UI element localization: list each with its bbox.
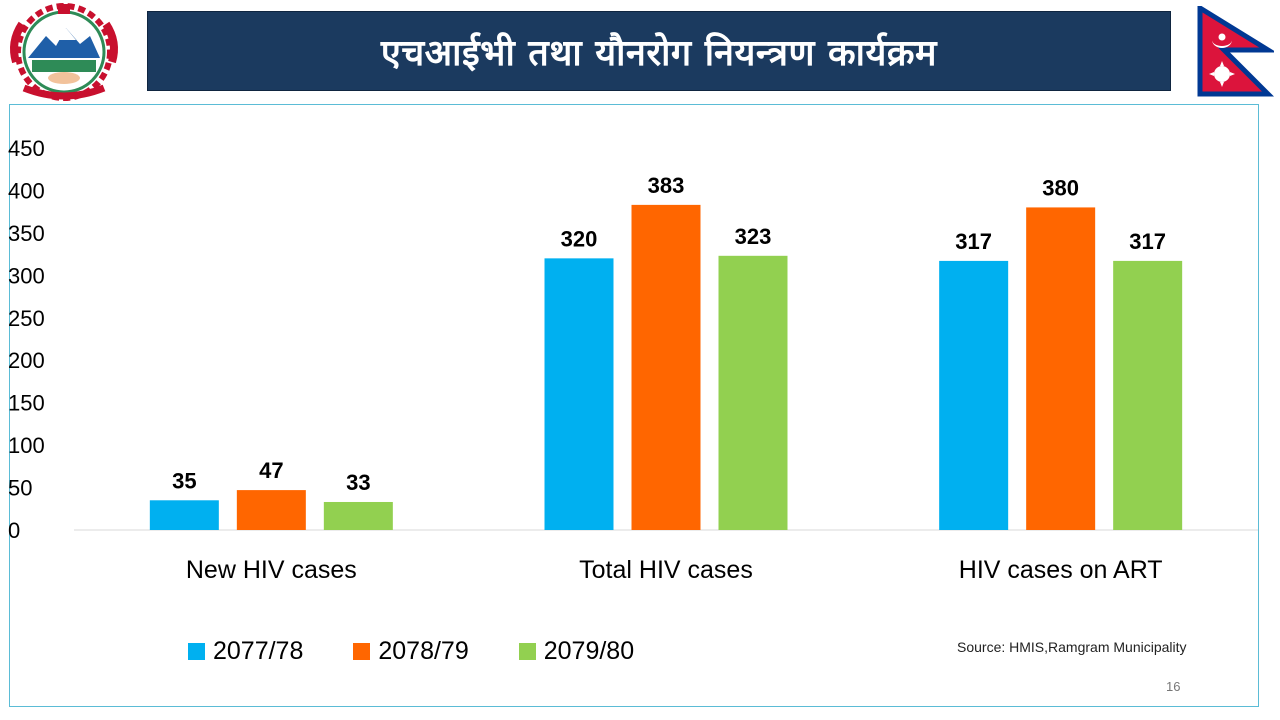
legend-item: 2079/80 (518, 636, 635, 666)
legend-label: 2077/78 (213, 636, 304, 665)
bar (718, 255, 788, 530)
bar-data-label: 380 (1042, 175, 1079, 200)
legend-item: 2078/79 (353, 636, 469, 666)
bar-data-label: 320 (561, 226, 598, 251)
bar (1113, 260, 1183, 530)
bar (323, 501, 393, 530)
bar-data-label: 383 (648, 173, 685, 198)
bar-data-label: 323 (735, 224, 772, 249)
y-tick-label: 150 (8, 391, 45, 416)
category-label: HIV cases on ART (959, 556, 1163, 584)
legend-label: 2079/80 (543, 636, 635, 665)
y-tick-label: 0 (8, 518, 20, 543)
bar-data-label: 47 (259, 458, 283, 483)
y-tick-label: 250 (8, 306, 45, 331)
bar (939, 260, 1009, 530)
category-label: New HIV cases (186, 556, 357, 584)
bar-data-label: 317 (1129, 229, 1166, 254)
y-tick-label: 100 (8, 433, 45, 458)
bar (149, 500, 219, 530)
category-label: Total HIV cases (579, 556, 753, 584)
page-title: एचआईभी तथा यौनरोग नियन्त्रण कार्यक्रम (380, 32, 938, 74)
bar-data-labels: 35 47 33 320 383 323 317 380 317 (172, 173, 1166, 495)
source-note: Source: HMIS,Ramgram Municipality (957, 639, 1187, 655)
nepal-government-emblem-icon (10, 3, 118, 101)
legend: 2077/78 2078/79 2079/80 (188, 636, 684, 666)
page-number: 16 (1166, 679, 1181, 694)
legend-item: 2077/78 (188, 637, 303, 666)
y-tick-label: 300 (8, 263, 45, 288)
bar-data-label: 33 (346, 470, 370, 495)
bar (631, 204, 701, 530)
y-tick-label: 50 (8, 476, 32, 501)
y-tick-label: 400 (8, 178, 45, 203)
category-labels: New HIV cases Total HIV cases HIV cases on… (186, 556, 1163, 584)
nepal-flag-icon (1197, 6, 1274, 97)
bar (544, 258, 614, 530)
legend-swatch (188, 642, 205, 660)
y-tick-label: 350 (8, 221, 45, 246)
bar (1026, 207, 1096, 530)
title-banner: एचआईभी तथा यौनरोग नियन्त्रण कार्यक्रम (147, 11, 1171, 91)
y-tick-label: 200 (8, 348, 45, 373)
bar (236, 490, 306, 530)
y-tick-label: 450 (8, 136, 45, 161)
legend-swatch (518, 642, 536, 660)
bars (149, 204, 1183, 530)
legend-label: 2078/79 (378, 636, 469, 665)
bar-data-label: 317 (955, 229, 992, 254)
chart-frame (9, 104, 1259, 707)
legend-swatch (353, 642, 371, 660)
bar-data-label: 35 (172, 468, 196, 493)
y-axis-ticks: 0 50 100 150 200 250 300 350 400 450 (8, 136, 45, 543)
